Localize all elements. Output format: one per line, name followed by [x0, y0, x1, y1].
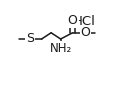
Text: S: S: [26, 32, 34, 45]
Text: NH₂: NH₂: [50, 42, 72, 55]
Text: HCl: HCl: [73, 15, 95, 28]
Text: O: O: [80, 26, 90, 39]
Text: O: O: [68, 15, 77, 28]
